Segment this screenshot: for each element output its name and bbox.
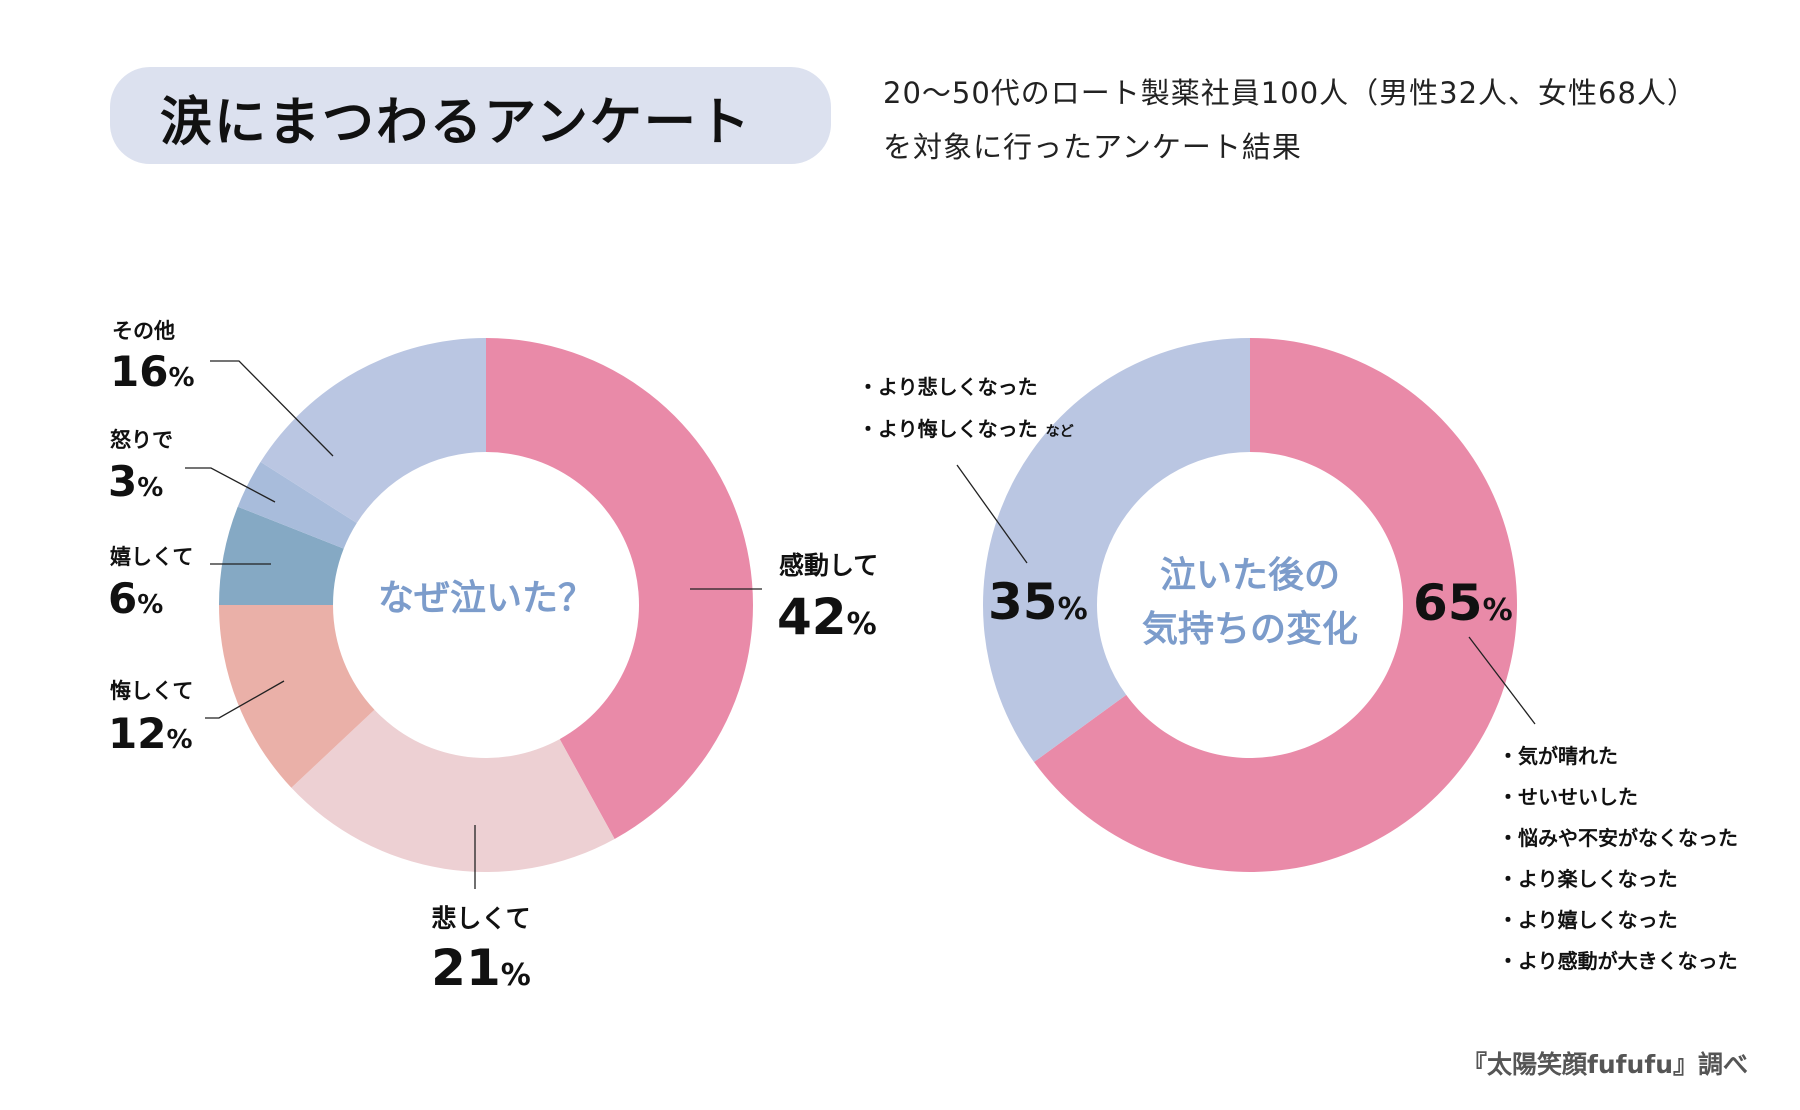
donut2-center-title-2: 気持ちの変化 bbox=[1142, 608, 1358, 650]
donut-slice-0 bbox=[486, 338, 753, 839]
donut-slice-2 bbox=[219, 605, 375, 788]
label-text: その他 bbox=[112, 319, 175, 343]
page-title: 涙にまつわるアンケート bbox=[160, 93, 752, 153]
leader-line bbox=[210, 360, 334, 457]
leader-line bbox=[1468, 636, 1536, 725]
notes-35: ・より悲しくなった ・より悔しくなった など bbox=[858, 375, 1074, 564]
label-ikari: 怒りで 3% bbox=[108, 428, 276, 506]
value-65: 65% bbox=[1413, 574, 1513, 632]
source-credit: 『太陽笑顔fufufu』調べ bbox=[1462, 1050, 1748, 1079]
label-value: 42% bbox=[777, 588, 877, 646]
label-kuyashikute: 悔しくて 12% bbox=[108, 679, 285, 758]
note-item: ・悩みや不安がなくなった bbox=[1498, 826, 1738, 850]
label-text: 悔しくて bbox=[110, 679, 193, 703]
label-value: 12% bbox=[108, 709, 193, 758]
label-sonota: その他 16% bbox=[110, 319, 334, 457]
label-text: 怒りで bbox=[110, 428, 173, 452]
label-value: 3% bbox=[108, 457, 163, 506]
donut-slice-1 bbox=[291, 709, 615, 872]
leader-line bbox=[205, 680, 285, 719]
donut2-center-title-1: 泣いた後の bbox=[1160, 555, 1340, 596]
subtitle-line-2: を対象に行ったアンケート結果 bbox=[883, 130, 1302, 164]
donut1-center-title: なぜ泣いた？ bbox=[378, 578, 594, 619]
donut-why-cried bbox=[219, 338, 753, 872]
donut-slice-5 bbox=[260, 338, 486, 524]
note-item: ・気が晴れた bbox=[1498, 744, 1618, 768]
label-value: 16% bbox=[110, 347, 195, 396]
label-value: 6% bbox=[108, 574, 163, 623]
donut-feeling-change bbox=[982, 338, 1517, 872]
donut-slice-0 bbox=[1033, 338, 1517, 872]
leader-line bbox=[185, 467, 276, 503]
leader-line bbox=[956, 464, 1028, 564]
label-kanashikute: 悲しくて 21% bbox=[431, 825, 531, 997]
note-item: ・より嬉しくなった bbox=[1498, 908, 1678, 932]
label-ureshikute: 嬉しくて 6% bbox=[108, 545, 271, 623]
label-text: 悲しくて bbox=[431, 904, 530, 933]
value-35: 35% bbox=[988, 573, 1088, 631]
note-item: ・より楽しくなった bbox=[1498, 867, 1678, 891]
donut-slice-1 bbox=[982, 338, 1250, 762]
label-value: 21% bbox=[431, 939, 531, 997]
note-item: ・せいせいした bbox=[1498, 785, 1638, 809]
subtitle-line-1: 20〜50代のロート製薬社員100人（男性32人、女性68人） bbox=[883, 76, 1697, 110]
donut-slice-4 bbox=[237, 461, 357, 549]
label-kandou: 感動して 42% bbox=[690, 551, 878, 646]
note-item: ・より悔しくなった など bbox=[858, 417, 1074, 441]
notes-65: ・気が晴れた ・せいせいした ・悩みや不安がなくなった ・より楽しくなった ・よ… bbox=[1468, 636, 1738, 973]
donut-slice-3 bbox=[219, 506, 344, 605]
note-item: ・より悲しくなった bbox=[858, 375, 1038, 399]
label-text: 感動して bbox=[779, 551, 878, 580]
note-item: ・より感動が大きくなった bbox=[1498, 949, 1738, 973]
title-banner bbox=[110, 67, 831, 164]
label-text: 嬉しくて bbox=[110, 545, 193, 569]
